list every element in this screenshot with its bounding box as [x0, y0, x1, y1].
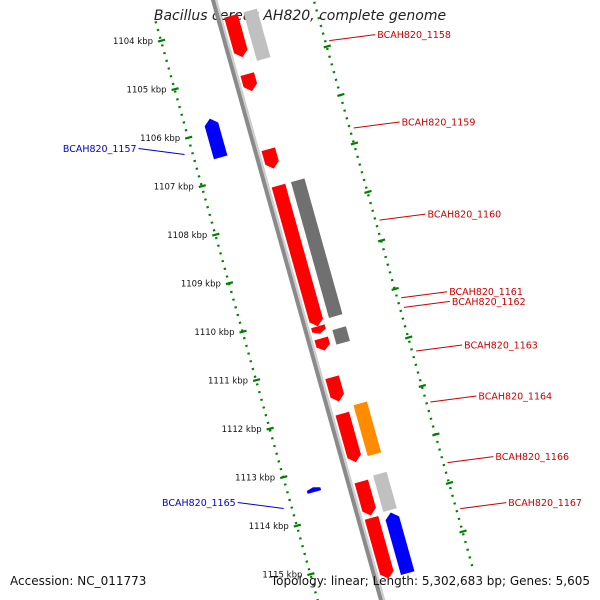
scale-tick-mark — [279, 475, 288, 480]
gene-feature-forward-gene — [240, 72, 258, 92]
gene-label-leader — [353, 121, 400, 129]
gene-label-leader — [447, 456, 494, 464]
gene-feature-grey-feature — [290, 178, 343, 318]
scale-tick-label: 1104 kbp — [113, 37, 153, 47]
gene-label: BCAH820_1167 — [508, 498, 582, 509]
scale-tick-mark-right — [418, 383, 427, 388]
scale-tick-label: 1108 kbp — [167, 231, 207, 241]
gene-label: BCAH820_1163 — [464, 341, 538, 352]
accession-text: Accession: NC_011773 — [10, 574, 147, 588]
gene-feature-forward-gene — [311, 324, 326, 334]
gene-feature-forward-gene — [364, 515, 394, 579]
scale-tick-mark-right — [377, 238, 386, 243]
gene-feature-forward-gene — [354, 479, 376, 516]
right-scale-axis — [312, 0, 475, 571]
gene-label-leader — [138, 147, 185, 155]
gene-feature-forward-gene — [335, 411, 361, 463]
scale-tick-label: 1107 kbp — [154, 183, 194, 193]
gene-feature-forward-gene — [325, 375, 344, 402]
left-scale-axis — [154, 21, 319, 600]
scale-tick-mark — [171, 87, 179, 92]
scale-tick-mark-right — [445, 480, 454, 485]
backbone-highlight — [214, 0, 386, 600]
scale-tick-mark-right — [323, 44, 332, 49]
scale-tick-label: 1114 kbp — [249, 522, 289, 532]
scale-tick-mark — [198, 184, 207, 189]
gene-labels: BCAH820_1157 BCAH820_1158 BCAH820_1159 BCAH… — [63, 30, 582, 509]
gene-feature-forward-gene — [224, 14, 248, 58]
gene-label: BCAH820_1162 — [452, 297, 526, 308]
feature-tracks — [204, 8, 415, 579]
scale-tick-mark — [184, 135, 193, 140]
gene-label: BCAH820_1158 — [377, 30, 451, 41]
scale-tick-mark-right — [391, 286, 399, 291]
scale-tick-label: 1115 kbp — [262, 571, 302, 581]
gene-feature-reverse-gene — [306, 487, 322, 494]
gene-label-leader — [379, 213, 426, 221]
gene-feature-light-grey-feature — [373, 471, 397, 512]
gene-label-leader — [430, 395, 477, 403]
gene-label-leader — [403, 300, 450, 308]
scale-tick-mark — [239, 329, 247, 334]
scale-tick-label: 1109 kbp — [181, 280, 221, 290]
gene-label-leader — [416, 344, 463, 352]
gene-feature-forward-gene — [314, 336, 331, 351]
scale-tick-label: 1110 kbp — [194, 328, 234, 338]
backbone-line — [210, 0, 386, 600]
gene-label: BCAH820_1160 — [427, 210, 501, 221]
gene-label: BCAH820_1157 — [63, 144, 137, 155]
gene-label-leader — [460, 502, 507, 510]
scale-axes: 1104 kbp 1105 kbp 1106 kbp 1107 kbp 1108 kbp… — [113, 0, 475, 600]
gene-feature-other-feature — [353, 401, 382, 457]
scale-tick-mark — [157, 38, 166, 43]
gene-feature-reverse-gene — [204, 118, 228, 160]
scale-tick-mark — [252, 378, 261, 383]
scale-tick-mark-right — [364, 189, 372, 194]
scale-tick-label: 1112 kbp — [222, 425, 262, 435]
scale-tick-mark-right — [350, 141, 359, 146]
gene-feature-reverse-gene — [385, 512, 415, 575]
scale-tick-mark — [212, 232, 220, 237]
gene-label: BCAH820_1166 — [495, 452, 569, 463]
scale-tick-mark — [225, 281, 234, 286]
gene-label: BCAH820_1165 — [162, 498, 236, 509]
gene-feature-forward-gene — [261, 147, 279, 169]
gene-label: BCAH820_1161 — [449, 287, 523, 298]
scale-tick-label: 1113 kbp — [235, 474, 275, 484]
gene-feature-light-grey-feature — [243, 8, 271, 61]
scale-tick-mark-right — [404, 335, 413, 340]
gene-label-leader — [237, 502, 284, 509]
scale-tick-mark — [307, 572, 315, 577]
gene-label: BCAH820_1164 — [478, 391, 552, 402]
scale-tick-mark-right — [459, 529, 467, 534]
scale-tick-mark — [266, 426, 274, 431]
genome-backbone — [210, 0, 386, 600]
scale-tick-label: 1105 kbp — [127, 86, 167, 96]
scale-tick-mark-right — [337, 92, 345, 97]
gene-label: BCAH820_1159 — [402, 117, 476, 128]
scale-tick-label: 1106 kbp — [140, 134, 180, 144]
scale-tick-mark — [293, 523, 302, 528]
gene-label-leader — [401, 291, 448, 299]
gene-label-leader — [329, 34, 376, 42]
scale-tick-mark-right — [432, 432, 440, 437]
gene-feature-forward-gene — [271, 183, 323, 327]
gene-feature-grey-feature — [332, 326, 350, 345]
genome-summary-text: Topology: linear; Length: 5,302,683 bp; … — [270, 574, 590, 588]
scale-tick-label: 1111 kbp — [208, 377, 248, 387]
